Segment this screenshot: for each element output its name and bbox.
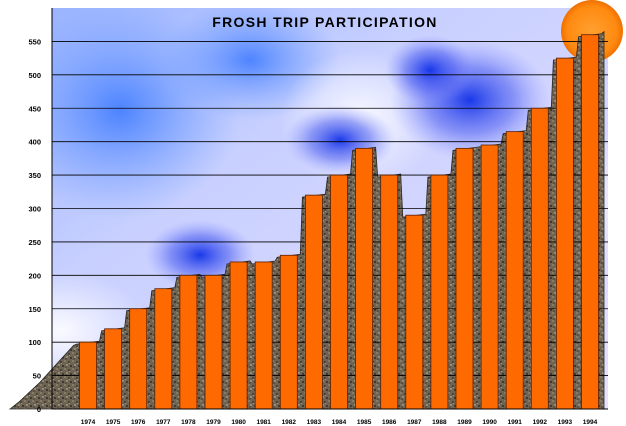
y-tick-label: 250 (28, 238, 41, 247)
y-tick-label: 350 (28, 171, 41, 180)
x-tick-label: 1981 (256, 419, 271, 426)
sun-decoration (561, 0, 623, 62)
bar-1978 (179, 274, 198, 410)
x-tick-label: 1978 (181, 419, 196, 426)
y-tick-label: 50 (33, 372, 41, 381)
x-tick-label: 1987 (407, 419, 422, 426)
bar-1977 (154, 288, 173, 410)
bar-1992 (530, 107, 549, 410)
bar-1990 (480, 144, 499, 410)
bar-1976 (129, 308, 148, 410)
x-tick-label: 1989 (457, 419, 472, 426)
y-tick-label: 550 (28, 37, 41, 46)
x-tick-label: 1974 (81, 419, 96, 426)
y-tick-label: 200 (28, 271, 41, 280)
bar-1993 (556, 57, 574, 410)
y-tick-label: 500 (28, 71, 41, 80)
bar-1983 (304, 194, 323, 410)
bar-1994 (581, 34, 599, 410)
bar-1987 (405, 214, 424, 410)
bar-1975 (104, 328, 122, 410)
bar-1980 (229, 261, 248, 410)
bar-1979 (204, 274, 223, 410)
y-tick-label: 400 (28, 138, 41, 147)
bar-1985 (355, 147, 374, 410)
x-tick-label: 1994 (583, 419, 598, 426)
bar-1984 (330, 174, 348, 410)
x-tick-label: 1979 (206, 419, 221, 426)
y-tick-label: 0 (37, 405, 41, 414)
x-tick-label: 1977 (156, 419, 171, 426)
x-tick-label: 1988 (432, 419, 447, 426)
x-tick-label: 1985 (357, 419, 372, 426)
bar-1974 (79, 341, 97, 410)
x-tick-label: 1992 (533, 419, 548, 426)
chart-title: FROSH TRIP PARTICIPATION (212, 14, 437, 30)
x-tick-label: 1991 (507, 419, 522, 426)
bar-1982 (279, 254, 298, 410)
y-tick-label: 300 (28, 205, 41, 214)
y-tick-label: 100 (28, 338, 41, 347)
bar-1989 (455, 147, 474, 410)
y-axis-ticks: 0 50 100 150 200 250 300 350 400 450 500 550 (28, 37, 41, 414)
bar-1991 (505, 131, 524, 410)
bar-1986 (380, 174, 399, 410)
x-tick-label: 1982 (282, 419, 297, 426)
x-tick-label: 1990 (482, 419, 497, 426)
x-axis-ticks: 1974 1975 1976 1977 1978 1979 1980 1981 1982 1983… (81, 419, 598, 426)
x-tick-label: 1980 (231, 419, 246, 426)
x-tick-label: 1983 (307, 419, 322, 426)
x-tick-label: 1986 (382, 419, 397, 426)
bar-1988 (430, 174, 449, 410)
x-tick-label: 1975 (106, 419, 121, 426)
y-tick-label: 150 (28, 305, 41, 314)
x-tick-label: 1976 (131, 419, 146, 426)
y-tick-label: 450 (28, 104, 41, 113)
x-tick-label: 1993 (558, 419, 573, 426)
x-tick-label: 1984 (332, 419, 347, 426)
bar-1981 (254, 261, 273, 410)
